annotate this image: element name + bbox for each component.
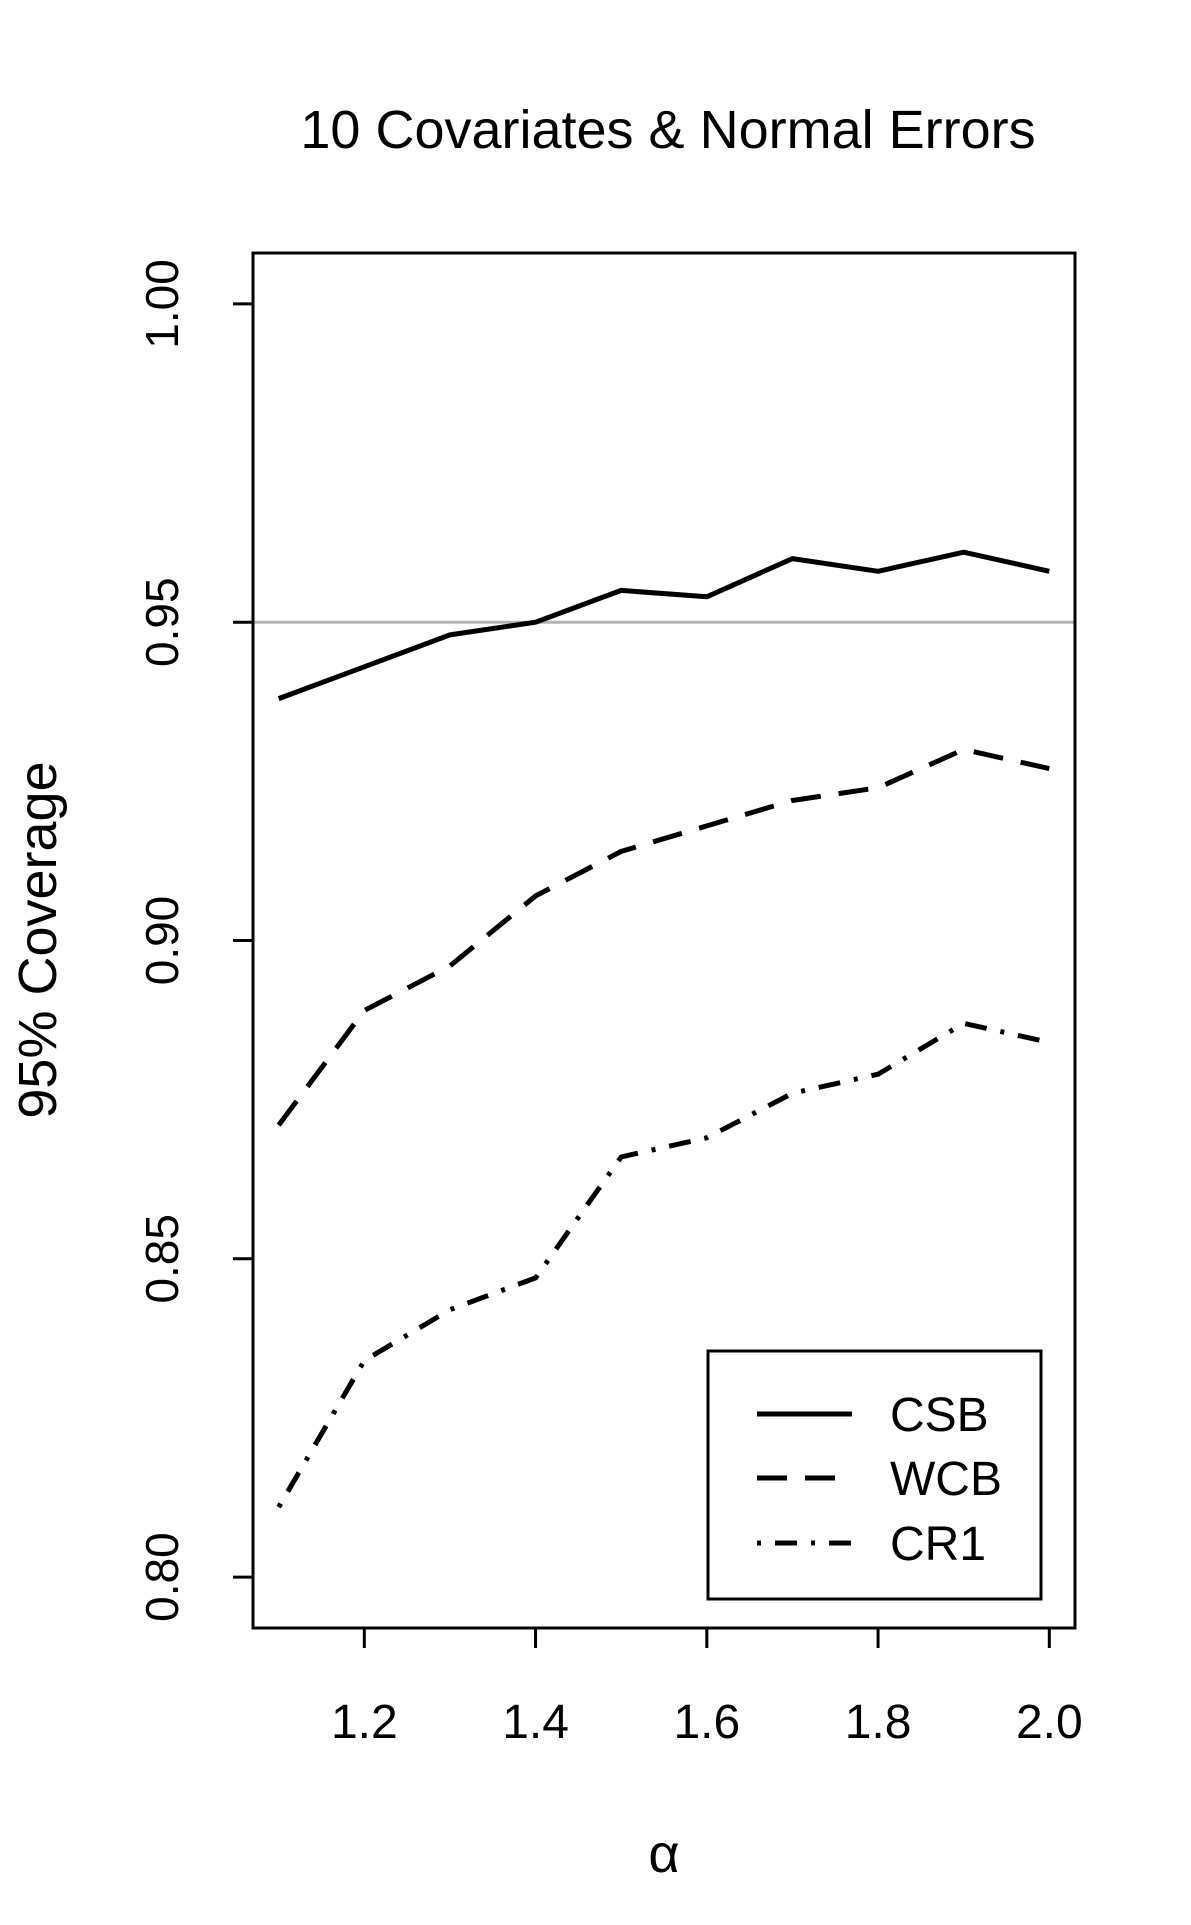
x-tick-label: 1.6 [673, 1696, 740, 1749]
y-tick-label: 0.85 [136, 1214, 188, 1304]
x-axis: 1.2 1.4 1.6 1.8 2.0 [331, 1626, 1083, 1749]
series-line-csb [277, 549, 1050, 701]
y-tick-label: 0.80 [136, 1532, 188, 1622]
x-tick-label: 1.2 [331, 1696, 398, 1749]
legend-label-cr1: CR1 [890, 1518, 986, 1571]
series-line-wcb [276, 747, 1050, 1127]
legend-box [706, 1349, 1043, 1601]
series-layer [276, 549, 1050, 1509]
x-tick-label: 1.8 [845, 1696, 912, 1749]
y-tick-label: 1.00 [136, 259, 188, 349]
legend: CSB WCB CR1 [706, 1349, 1043, 1601]
x-axis-label: α [648, 1824, 679, 1884]
y-axis: 0.80 0.85 0.90 0.95 1.00 [136, 259, 255, 1622]
y-axis-label: 95% Coverage [8, 761, 68, 1118]
x-tick-label: 2.0 [1016, 1696, 1083, 1749]
x-tick-label: 1.4 [502, 1696, 569, 1749]
y-tick-label: 0.95 [136, 577, 188, 667]
y-tick-label: 0.90 [136, 896, 188, 986]
series-line-cr1 [276, 1020, 1050, 1509]
legend-label-csb: CSB [890, 1389, 989, 1442]
chart-title: 10 Covariates & Normal Errors [300, 100, 1035, 160]
legend-label-wcb: WCB [890, 1453, 1002, 1506]
